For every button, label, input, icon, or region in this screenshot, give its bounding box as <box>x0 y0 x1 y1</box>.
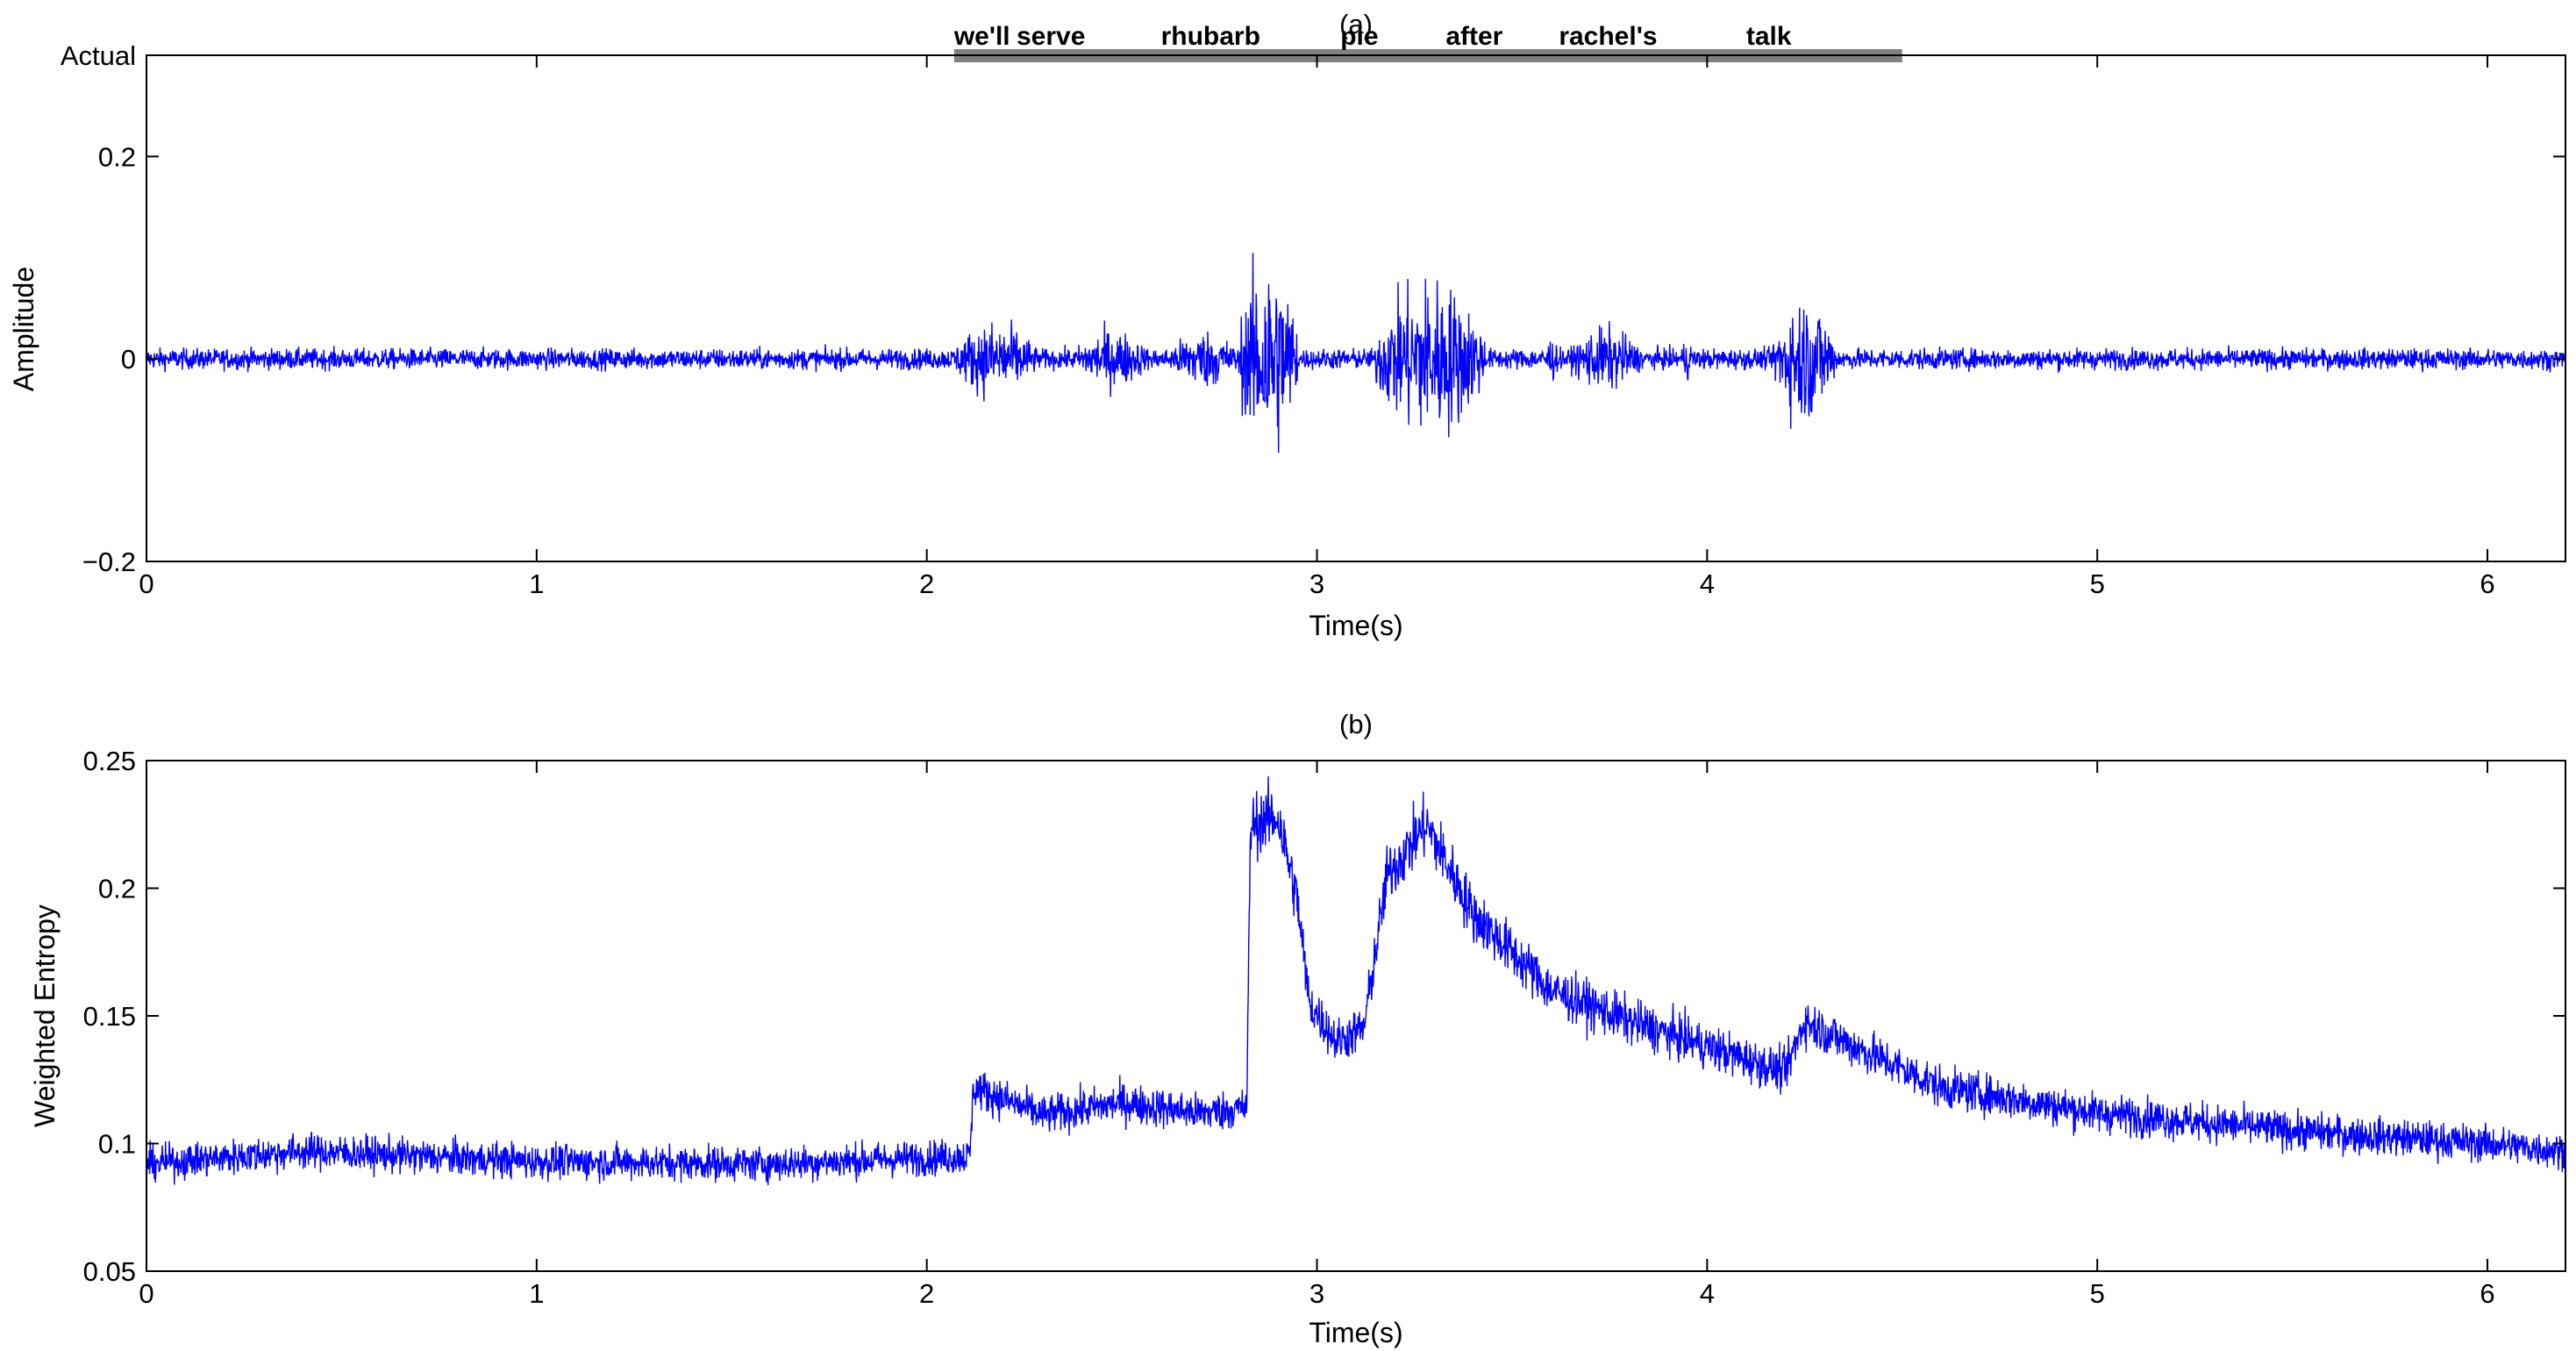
x-tick-label: 6 <box>2480 568 2494 599</box>
panel-a-axes-frame <box>146 54 2566 562</box>
panel-a-x-axis-label: Time(s) <box>1309 610 1402 641</box>
x-tick-label: 2 <box>919 1278 934 1309</box>
panel-a: (a) we'll serve rhubarb pie after rachel's tal… <box>8 9 2566 641</box>
y-tick-label: 0.2 <box>98 141 136 172</box>
y-tick-label: 0.05 <box>83 1256 136 1287</box>
x-tick-label: 5 <box>2090 568 2105 599</box>
word-label: after <box>1445 22 1502 51</box>
panel-a-y-axis-label: Amplitude <box>8 267 39 391</box>
panel-a-plot-area <box>146 253 2566 454</box>
x-tick-label: 5 <box>2090 1278 2105 1309</box>
x-tick-label: 3 <box>1309 568 1324 599</box>
word-label: rachel's <box>1559 22 1657 51</box>
y-tick-label: 0.25 <box>83 746 136 776</box>
x-tick-label: 2 <box>919 568 934 599</box>
x-tick-label: 0 <box>139 568 153 599</box>
y-tick-label: −0.2 <box>82 547 136 577</box>
y-tick-label: 0.15 <box>83 1001 136 1032</box>
word-label: pie <box>1340 22 1378 51</box>
panel-b-ticks: 0 1 2 3 4 5 6 0.05 0.1 0.15 0.2 0.25 <box>83 746 2565 1309</box>
y-tick-label: 0.1 <box>98 1129 136 1160</box>
y-tick-label: 0 <box>121 344 136 375</box>
x-tick-label: 4 <box>1700 568 1715 599</box>
signal-line <box>146 253 2566 454</box>
panel-b-x-axis-label: Time(s) <box>1309 1317 1402 1348</box>
x-tick-label: 0 <box>139 1278 153 1309</box>
signal-line <box>146 776 2566 1186</box>
panel-b-title: (b) <box>1339 709 1373 740</box>
x-tick-label: 3 <box>1309 1278 1324 1309</box>
y-tick-label: 0.2 <box>98 874 136 904</box>
panel-b: (b) 0 1 2 3 4 5 6 0.05 0.1 0.15 0.2 0.25 Time(s) We… <box>29 709 2566 1348</box>
panel-b-plot-area <box>146 776 2566 1186</box>
word-label: talk <box>1746 22 1792 51</box>
panel-b-y-axis-label: Weighted Entropy <box>29 904 61 1127</box>
x-tick-label: 6 <box>2480 1278 2494 1309</box>
x-tick-label: 1 <box>529 1278 544 1309</box>
word-label: serve <box>1017 22 1085 51</box>
panel-a-title: (a) <box>1339 9 1373 39</box>
word-label: we'll <box>953 22 1010 51</box>
x-tick-label: 4 <box>1700 1278 1715 1309</box>
x-tick-label: 1 <box>529 568 544 599</box>
word-annotation-track: we'll serve rhubarb pie after rachel's talk <box>953 22 1902 62</box>
panel-b-axes-frame <box>146 760 2566 1272</box>
word-label: rhubarb <box>1161 22 1260 51</box>
y-tick-label: Actual <box>61 40 136 71</box>
